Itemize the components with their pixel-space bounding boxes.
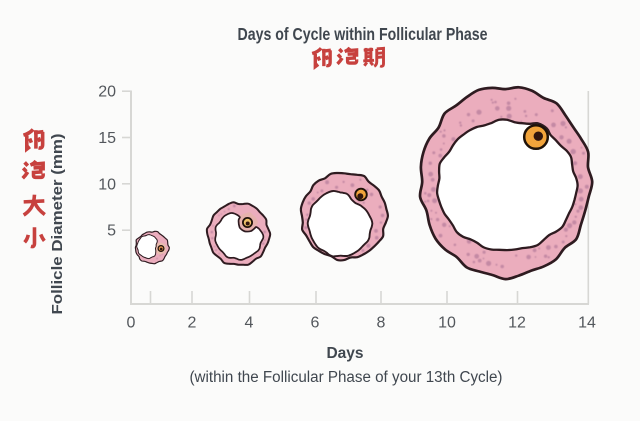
svg-text:10: 10 <box>98 176 116 193</box>
svg-text:(within the Follicular Phase o: (within the Follicular Phase of your 13t… <box>190 369 503 386</box>
svg-text:Days of Cycle within Follicula: Days of Cycle within Follicular Phase <box>238 24 488 44</box>
svg-text:4: 4 <box>245 315 254 332</box>
svg-text:2: 2 <box>188 315 197 332</box>
svg-text:Follicle Diameter (mm): Follicle Diameter (mm) <box>49 134 66 315</box>
svg-text:14: 14 <box>578 315 596 332</box>
svg-text:20: 20 <box>98 84 116 101</box>
svg-text:0: 0 <box>127 315 136 332</box>
svg-text:10: 10 <box>438 315 456 332</box>
svg-text:15: 15 <box>98 130 116 147</box>
svg-text:Days: Days <box>326 345 363 362</box>
svg-text:6: 6 <box>311 315 320 332</box>
svg-text:8: 8 <box>377 315 386 332</box>
svg-text:5: 5 <box>107 223 116 240</box>
svg-text:12: 12 <box>508 315 526 332</box>
